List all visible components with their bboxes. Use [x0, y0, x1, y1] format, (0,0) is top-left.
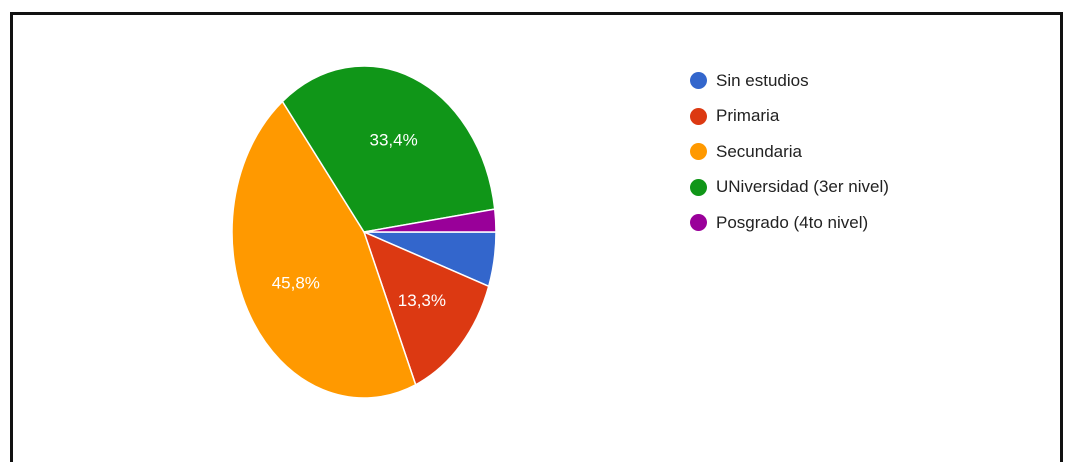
pie-slices	[231, 65, 497, 399]
legend-item-primaria[interactable]: Primaria	[690, 99, 889, 135]
data-label-primaria: 13,3%	[398, 291, 446, 310]
data-label-universidad-3er-nivel: 33,4%	[369, 131, 417, 150]
pie-slice-posgrado-4to-nivel[interactable]	[363, 208, 497, 233]
legend-label: Posgrado (4to nivel)	[716, 212, 869, 232]
legend-label: Sin estudios	[716, 70, 809, 90]
legend-item-posgrado[interactable]: Posgrado (4to nivel)	[690, 205, 889, 241]
legend-swatch	[690, 107, 707, 125]
legend-label: Secundaria	[716, 141, 803, 161]
chart-frame	[10, 12, 1063, 462]
legend-swatch	[690, 143, 707, 161]
pie-data-labels: 13,3% 45,8% 33,4%	[272, 131, 446, 310]
pie-slice-secundaria[interactable]	[231, 100, 417, 399]
legend-item-universidad[interactable]: UNiversidad (3er nivel)	[690, 170, 889, 206]
legend-item-sin-estudios[interactable]: Sin estudios	[690, 63, 889, 99]
legend-swatch	[690, 72, 707, 90]
legend-swatch	[690, 214, 707, 232]
legend-label: Primaria	[716, 106, 780, 126]
pie-slice-universidad-3er-nivel[interactable]	[281, 65, 496, 233]
legend-item-secundaria[interactable]: Secundaria	[690, 134, 889, 170]
pie-slice-primaria[interactable]	[363, 231, 490, 386]
legend-swatch	[690, 178, 707, 196]
legend-label: UNiversidad (3er nivel)	[716, 177, 889, 197]
legend: Sin estudios Primaria Secundaria UNivers…	[690, 63, 889, 241]
data-label-secundaria: 45,8%	[272, 274, 320, 293]
